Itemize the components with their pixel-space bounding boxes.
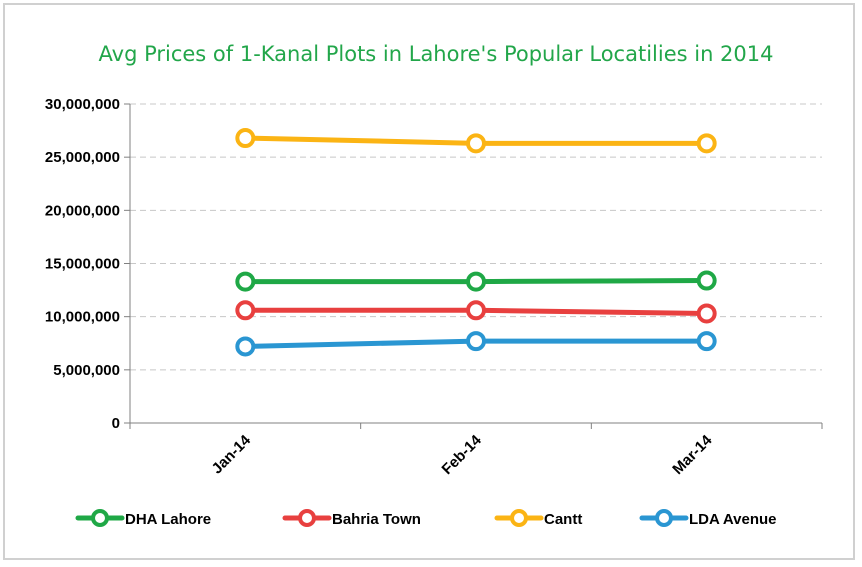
x-tick-label: Mar-14: [669, 431, 716, 478]
chart-title: Avg Prices of 1-Kanal Plots in Lahore's …: [99, 42, 774, 66]
legend: DHA Lahore Bahria Town Cantt LDA Avenue: [75, 509, 777, 528]
y-tick-label: 15,000,000: [45, 256, 120, 273]
data-point-cantt: [466, 133, 486, 154]
legend-swatch-marker: [510, 509, 528, 527]
data-point-cantt: [235, 128, 256, 149]
data-point-dha-lahore: [466, 271, 486, 292]
y-tick-label: 25,000,000: [45, 149, 120, 166]
x-tick-label: Jan-14: [209, 431, 255, 477]
legend-swatch-marker: [91, 509, 109, 527]
series-cantt: [235, 128, 717, 154]
series-lines: [235, 128, 717, 357]
data-point-lda-avenue: [466, 331, 486, 352]
data-point-lda-avenue: [696, 331, 717, 352]
legend-item-cantt: Cantt: [494, 509, 582, 528]
data-point-bahria-town: [466, 300, 486, 321]
series-bahria-town: [235, 300, 717, 324]
data-point-cantt: [696, 133, 717, 154]
y-tick-label: 10,000,000: [45, 309, 120, 326]
y-tick-label: 5,000,000: [53, 362, 120, 379]
legend-item-dha-lahore: DHA Lahore: [75, 509, 211, 528]
data-point-dha-lahore: [696, 270, 717, 291]
legend-label: Bahria Town: [332, 511, 421, 528]
series-lda-avenue: [235, 331, 717, 357]
legend-label: DHA Lahore: [125, 511, 211, 528]
x-tick-label: Feb-14: [439, 431, 486, 478]
data-point-lda-avenue: [235, 336, 256, 357]
legend-label: LDA Avenue: [689, 511, 777, 528]
y-tick-label: 0: [112, 415, 120, 432]
series-dha-lahore: [235, 270, 717, 292]
data-point-bahria-town: [696, 303, 717, 324]
legend-item-lda-avenue: LDA Avenue: [639, 509, 777, 528]
legend-swatch-marker: [298, 509, 316, 527]
legend-label: Cantt: [544, 511, 582, 528]
y-tick-label: 20,000,000: [45, 202, 120, 219]
legend-item-bahria-town: Bahria Town: [282, 509, 421, 528]
data-point-dha-lahore: [235, 271, 256, 292]
legend-swatch-marker: [655, 509, 673, 527]
y-tick-label: 30,000,000: [45, 96, 120, 113]
data-point-bahria-town: [235, 300, 256, 321]
